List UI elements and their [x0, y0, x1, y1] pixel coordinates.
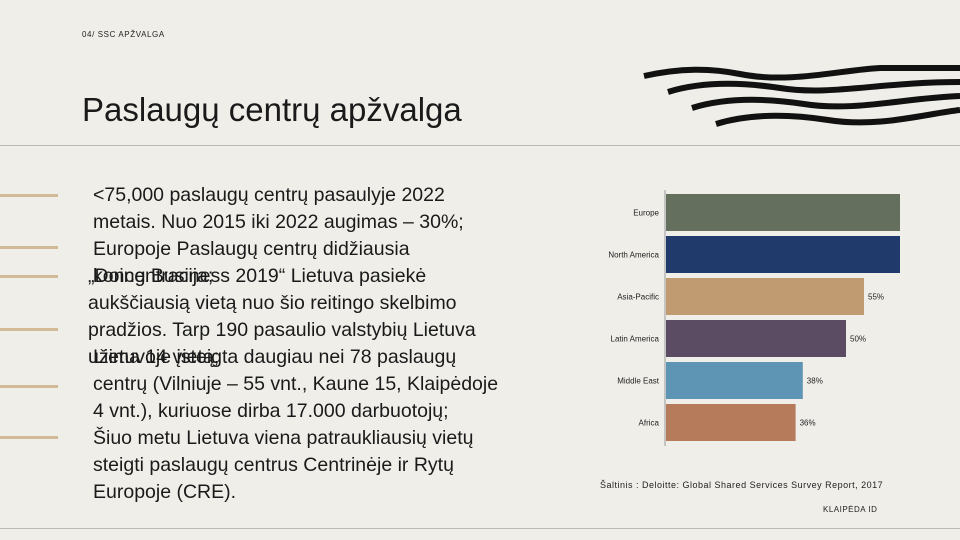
bar-asia-pacific	[666, 278, 864, 315]
text-line: Šiuo metu Lietuva viena patraukliausių v…	[93, 427, 474, 449]
category-label: Latin America	[611, 335, 660, 344]
value-label: 36%	[800, 419, 816, 428]
bullet-marker	[0, 194, 58, 197]
category-label: Asia-Pacific	[617, 293, 659, 302]
category-label: Middle East	[617, 377, 660, 386]
text-line: užima 14 vietą;	[88, 346, 220, 368]
divider-bottom	[0, 528, 960, 529]
text-line: koncentracija;	[93, 265, 214, 287]
divider-top	[0, 145, 960, 146]
bullet-marker	[0, 436, 58, 439]
value-label: 50%	[850, 335, 866, 344]
text-line: metais. Nuo 2015 iki 2022 augimas – 30%;	[93, 211, 464, 233]
text-line: pradžios. Tarp 190 pasaulio valstybių Li…	[88, 319, 476, 341]
category-label: Europe	[633, 209, 659, 218]
value-label: 38%	[807, 377, 823, 386]
bullet-text-centers: <75,000 paslaugų centrų pasaulyje 2022 m…	[93, 182, 464, 290]
regional-bar-chart: Europe69%North America67%Asia-Pacific55%…	[608, 190, 900, 446]
bar-europe	[666, 194, 900, 231]
page-title: Paslaugų centrų apžvalga	[82, 91, 462, 128]
value-label: 55%	[868, 293, 884, 302]
bullet-marker	[0, 385, 58, 388]
text-line: 4 vnt.), kuriuose dirba 17.000 darbuotoj…	[93, 400, 449, 422]
text-line: Europoje (CRE).	[93, 481, 237, 503]
text-line: <75,000 paslaugų centrų pasaulyje 2022	[93, 184, 445, 206]
section-label: 04/ SSC APŽVALGA	[82, 30, 165, 39]
text-line: centrų (Vilniuje – 55 vnt., Kaune 15, Kl…	[93, 373, 499, 395]
text-line: „Doing Business 2019“ Lietuva pasiekė	[88, 265, 427, 287]
bar-middle-east	[666, 362, 803, 399]
category-label: North America	[608, 251, 659, 260]
source-note: Šaltinis : Deloitte: Global Shared Servi…	[600, 480, 884, 490]
footer-label: KLAIPĖDA ID	[823, 505, 878, 514]
bullet-text-lithuania: Lietuvoje įsteigta daugiau nei 78 paslau…	[93, 344, 498, 506]
bullet-marker	[0, 246, 58, 249]
text-line: Europoje Paslaugų centrų didžiausia	[93, 238, 410, 260]
bar-latin-america	[666, 320, 846, 357]
bar-africa	[666, 404, 796, 441]
bullet-text-doing-business: „Doing Business 2019“ Lietuva pasiekė au…	[88, 263, 476, 371]
text-line: Lietuvoje įsteigta daugiau nei 78 paslau…	[93, 346, 457, 368]
text-line: steigti paslaugų centrus Centrinėje ir R…	[93, 454, 454, 476]
wave-lines-logo	[643, 65, 960, 127]
bullet-marker	[0, 275, 58, 278]
category-label: Africa	[639, 419, 660, 428]
bullet-marker	[0, 328, 58, 331]
bar-north-america	[666, 236, 900, 273]
text-line: aukščiausią vietą nuo šio reitingo skelb…	[88, 292, 457, 314]
